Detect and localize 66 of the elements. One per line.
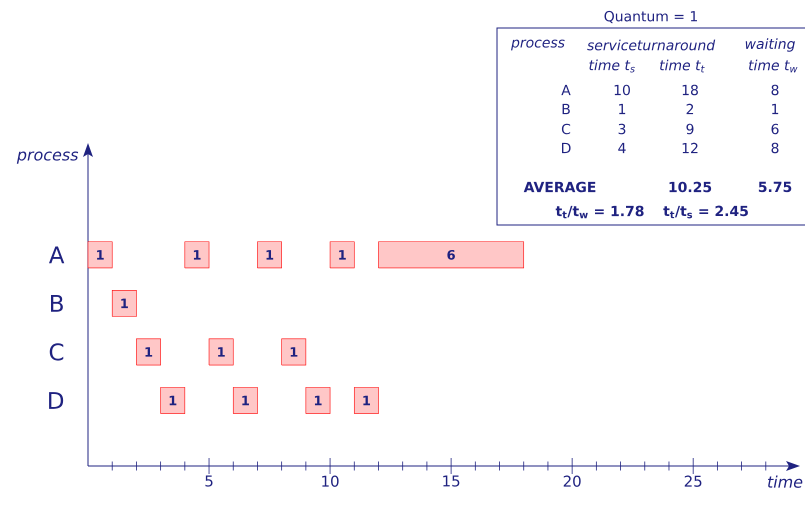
text: B [562, 104, 570, 114]
text: 4 [618, 142, 626, 154]
x-axis-title: time [768, 476, 802, 488]
bar [354, 387, 379, 414]
data-label: 1 [121, 298, 128, 308]
x-tick-label: 5 [205, 476, 212, 487]
text: 12 [682, 142, 698, 154]
bar [306, 387, 330, 414]
text: 6 [772, 124, 779, 134]
text: time t$_{t}$ [660, 60, 705, 72]
y-tick-label: C [50, 343, 64, 361]
data-label: 1 [266, 250, 274, 260]
data-label: 1 [97, 250, 104, 260]
data-label: 1 [242, 396, 249, 406]
x-tick-label: 20 [564, 476, 581, 487]
bar [257, 241, 282, 268]
y-tick-label: B [51, 295, 63, 312]
text: t$_{t}$/t$_{s}$ = 2.45 [663, 206, 748, 218]
y-axis-title: process [16, 152, 78, 164]
text: 18 [682, 84, 698, 96]
text: service [587, 40, 636, 50]
x-tick-label: 25 [684, 476, 702, 487]
text: D [562, 142, 571, 154]
text: 8 [772, 84, 778, 96]
text: time t$_{w}$ [748, 60, 798, 72]
bar [184, 241, 210, 268]
data-label: 1 [145, 347, 152, 357]
text: 1 [772, 104, 778, 114]
text: AVERAGE [524, 182, 596, 192]
text: 3 [618, 124, 626, 134]
bar [378, 241, 524, 268]
text: process [511, 40, 565, 50]
data-label: 1 [194, 250, 201, 260]
data-label: 6 [447, 250, 455, 260]
text: C [562, 124, 570, 134]
text: time t$_{s}$ [589, 60, 635, 72]
text: Quantum = 1 [604, 10, 697, 24]
text: turnaround [638, 40, 716, 50]
bar [281, 338, 306, 366]
text: waiting [746, 38, 795, 52]
text: 10.25 [670, 182, 712, 192]
bar [136, 338, 161, 366]
bar [330, 241, 355, 268]
bar [160, 387, 186, 414]
y-tick-label: A [48, 246, 64, 264]
bar [232, 387, 258, 414]
bar [112, 290, 137, 317]
text: t$_{t}$/t$_{w}$ = 1.78 [556, 206, 644, 218]
bar [208, 338, 234, 366]
data-label: 1 [363, 396, 370, 406]
data-label: 1 [290, 347, 298, 357]
text: 5.75 [758, 182, 792, 192]
text: 10 [614, 84, 630, 96]
data-label: 1 [170, 396, 176, 406]
data-label: 1 [339, 250, 346, 260]
x-tick-label: 10 [322, 476, 339, 487]
x-tick-label: 15 [443, 476, 460, 487]
data-label: 1 [218, 347, 225, 357]
text: 8 [772, 142, 778, 154]
text: A [561, 84, 571, 96]
data-label: 1 [314, 396, 322, 406]
y-tick-label: D [49, 392, 64, 409]
text: 2 [686, 104, 694, 114]
bar [88, 241, 113, 268]
text: 1 [619, 104, 626, 114]
text: 9 [686, 124, 694, 134]
